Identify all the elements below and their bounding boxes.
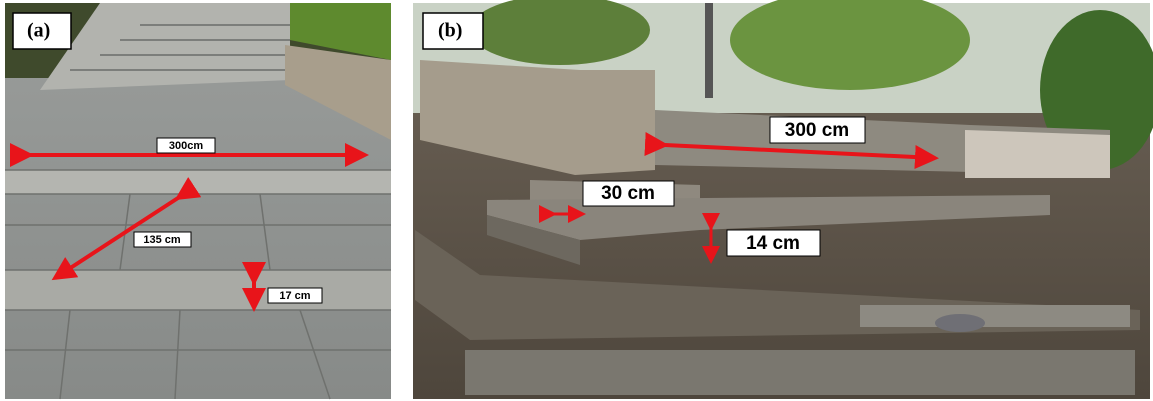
annotation: 14 cm xyxy=(746,233,800,254)
panel-label: (b) xyxy=(438,20,462,42)
photo-a xyxy=(5,3,391,399)
annotation: 30 cm xyxy=(601,183,655,204)
annotation: 300cm xyxy=(169,140,203,152)
figure: (a) 300cm 135 cm 17 cm (b) 300 cm 30 cm … xyxy=(0,0,1153,401)
photo-b xyxy=(413,0,1153,399)
annotation: 17 cm xyxy=(279,290,310,302)
panel-label: (a) xyxy=(27,20,50,42)
annotation: 300 cm xyxy=(785,120,849,141)
annotation: 135 cm xyxy=(143,234,181,246)
